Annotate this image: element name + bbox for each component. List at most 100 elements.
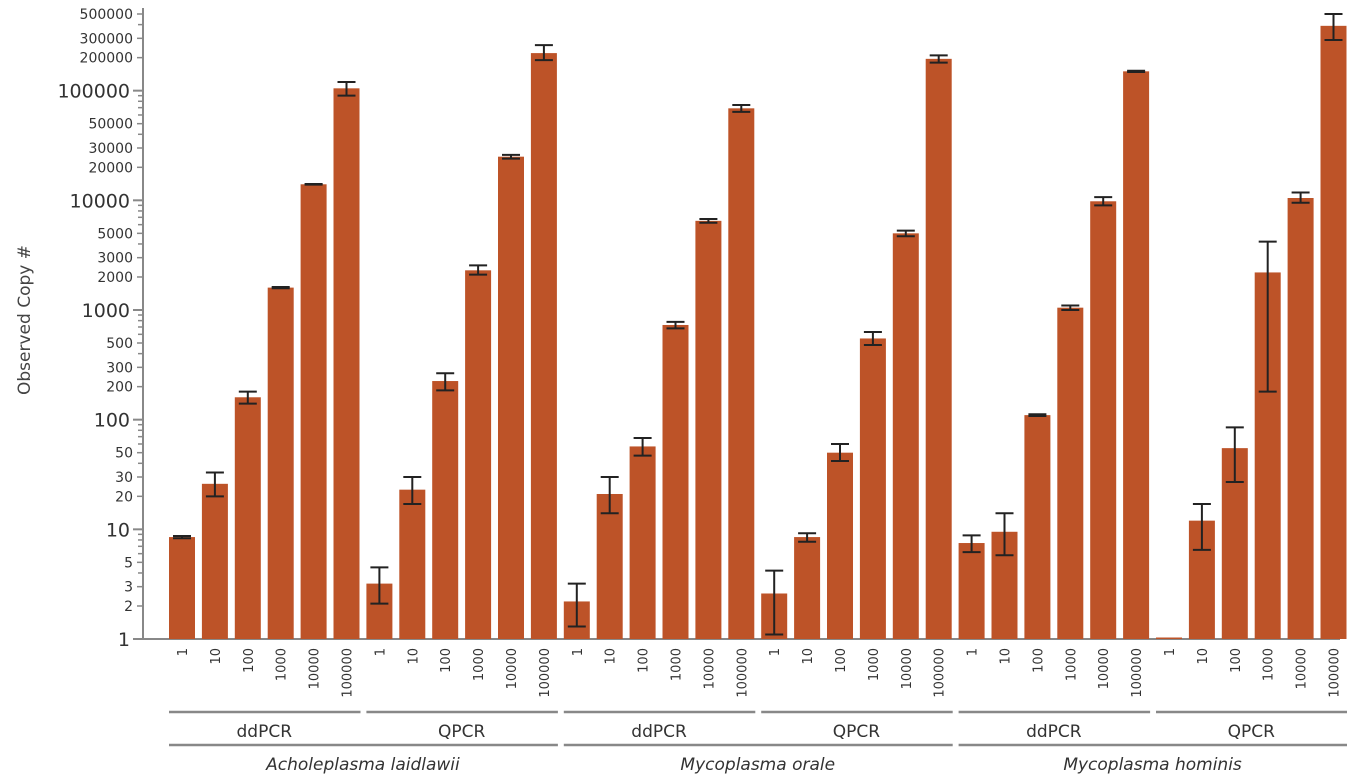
y-tick-label: 300 xyxy=(106,360,133,376)
y-axis-label: Observed Copy # xyxy=(15,245,35,395)
x-tick-label: 10 xyxy=(1196,648,1211,665)
x-tick-label: 10000 xyxy=(505,648,520,689)
x-tick-label: 10 xyxy=(406,648,421,665)
y-tick-label-major: 1000 xyxy=(82,300,130,322)
bar xyxy=(1090,201,1117,639)
x-tick-label: 1 xyxy=(571,648,586,656)
y-tick-label-major: 100 xyxy=(94,410,130,432)
x-tick-label: 1000 xyxy=(1064,648,1079,681)
y-tick-label-major: 10 xyxy=(106,519,130,541)
x-tick-label: 100000 xyxy=(1328,648,1343,698)
method-label: ddPCR xyxy=(631,722,687,742)
x-tick-label: 10000 xyxy=(1097,648,1112,689)
x-tick-label: 10000 xyxy=(702,648,717,689)
y-tick-label: 30 xyxy=(115,470,133,486)
y-tick-label: 30000 xyxy=(88,141,133,157)
x-tick-label: 10000 xyxy=(1295,648,1310,689)
method-label: QPCR xyxy=(438,722,486,742)
bar xyxy=(1057,307,1084,639)
y-tick-label-major: 1 xyxy=(118,629,130,651)
x-tick-label: 10 xyxy=(801,648,816,665)
method-label: ddPCR xyxy=(236,722,292,742)
y-tick-label: 50 xyxy=(115,446,133,462)
method-label: ddPCR xyxy=(1026,722,1082,742)
x-tick-label: 100000 xyxy=(538,648,553,698)
x-tick-label: 1000 xyxy=(472,648,487,681)
species-label: Acholeplasma laidlawii xyxy=(265,755,460,775)
y-tick-label: 2000 xyxy=(97,270,133,286)
x-tick-label: 1000 xyxy=(867,648,882,681)
bar xyxy=(925,58,952,639)
x-tick-label: 100000 xyxy=(735,648,750,698)
x-tick-label: 10 xyxy=(999,648,1014,665)
bars xyxy=(169,13,1347,640)
y-tick-label: 200000 xyxy=(80,51,133,67)
y-tick-label: 2 xyxy=(124,599,133,615)
x-tick-label: 1 xyxy=(1163,648,1178,656)
y-tick-label-major: 100000 xyxy=(57,81,130,103)
x-tick-label: 1 xyxy=(373,648,388,656)
bar xyxy=(432,381,459,639)
y-tick-label: 5 xyxy=(124,555,133,571)
x-tick-label: 100 xyxy=(439,648,454,673)
bar xyxy=(728,108,755,639)
x-tick-label: 1000 xyxy=(275,648,290,681)
y-tick-label: 5000 xyxy=(97,226,133,242)
y-tick-label: 500000 xyxy=(80,7,133,23)
x-tick-label: 1 xyxy=(966,648,981,656)
bar xyxy=(399,489,426,639)
x-axis: 1 10 100 1000 10000 100000 ddPCR 1 10 100 1000 1000… xyxy=(169,648,1347,775)
y-tick-label: 500 xyxy=(106,336,133,352)
bar xyxy=(201,483,228,639)
bar xyxy=(498,156,524,639)
x-tick-label: 100 xyxy=(834,648,849,673)
bar xyxy=(234,397,261,639)
bar xyxy=(958,543,985,639)
bar xyxy=(1123,71,1150,639)
bar xyxy=(827,452,853,639)
bar xyxy=(1156,637,1182,639)
bar xyxy=(1024,415,1051,639)
y-tick-label: 20 xyxy=(115,489,133,505)
x-tick-label: 100000 xyxy=(341,648,356,698)
bar xyxy=(465,270,492,639)
x-tick-label: 100000 xyxy=(1130,648,1145,698)
method-label: QPCR xyxy=(1228,722,1276,742)
bar xyxy=(596,493,623,639)
bar xyxy=(1320,25,1347,640)
bar xyxy=(300,184,327,640)
x-tick-label: 10000 xyxy=(900,648,915,689)
y-tick-label: 300000 xyxy=(80,31,133,47)
x-tick-label: 1 xyxy=(768,648,783,656)
species-label: Mycoplasma hominis xyxy=(1063,755,1242,775)
x-tick-label: 1000 xyxy=(670,648,685,681)
bar xyxy=(662,324,689,639)
bar xyxy=(859,338,886,639)
bar xyxy=(695,220,722,639)
x-tick-label: 100 xyxy=(637,648,652,673)
y-tick-label: 50000 xyxy=(88,117,133,133)
method-label: QPCR xyxy=(833,722,881,742)
bar xyxy=(1287,198,1314,639)
x-tick-label: 100000 xyxy=(933,648,948,698)
x-tick-label: 100 xyxy=(1229,648,1244,673)
x-tick-label: 100 xyxy=(1031,648,1046,673)
bar xyxy=(333,88,360,640)
species-label: Mycoplasma orale xyxy=(680,755,835,775)
x-tick-label: 10000 xyxy=(308,648,323,689)
x-tick-label: 10 xyxy=(604,648,619,665)
y-tick-label: 3 xyxy=(124,580,133,596)
bar xyxy=(629,446,656,639)
y-tick-label: 200 xyxy=(106,380,133,396)
x-tick-label: 10 xyxy=(209,648,224,665)
bar xyxy=(530,53,557,639)
x-tick-label: 1000 xyxy=(1262,648,1277,681)
bar xyxy=(892,233,919,639)
y-tick-label: 20000 xyxy=(88,160,133,176)
bar xyxy=(794,537,821,639)
bar xyxy=(267,287,294,639)
y-tick-label-major: 10000 xyxy=(70,190,130,212)
bar xyxy=(169,537,195,639)
y-tick-label: 3000 xyxy=(97,251,133,267)
